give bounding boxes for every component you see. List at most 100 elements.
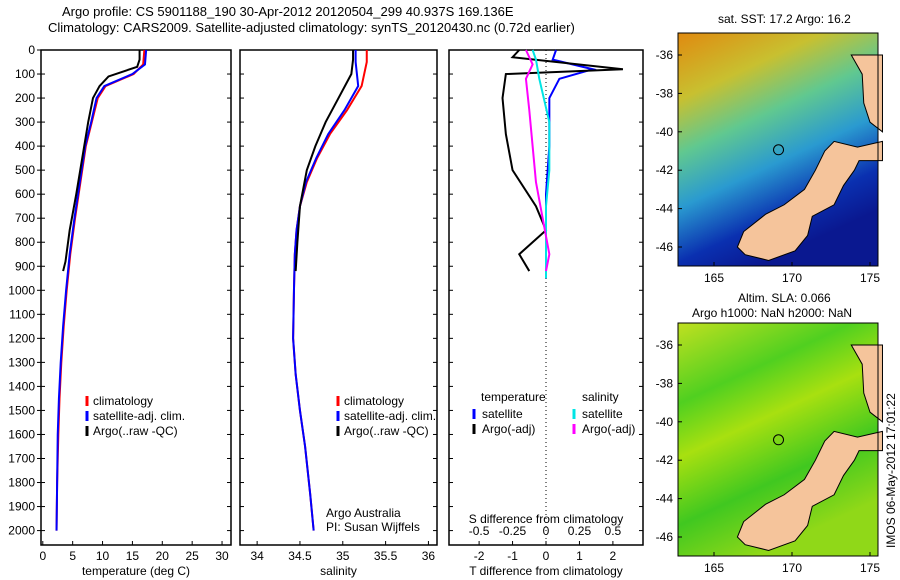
x-tick-label: 0 [543,549,550,563]
series-satellite-adj-clim- [292,50,360,531]
map-top-title: sat. SST: 17.2 Argo: 16.2 [718,12,851,26]
s-axis-label: S difference from climatology [469,512,624,526]
legend-label: satellite [482,407,523,421]
y-tick-label: 900 [15,259,35,273]
x-tick-label: 0 [39,549,46,563]
s-tick-label: -0.5 [469,524,490,538]
series-s-satellite [531,49,551,279]
x-tick-label: 5 [69,549,76,563]
title-line-2: Climatology: CARS2009. Satellite-adjuste… [48,20,575,35]
series-satellite-adj-clim- [55,49,148,531]
legend-label: satellite-adj. clim. [93,409,185,423]
y-tick-label: 400 [15,139,35,153]
land-north-island [850,54,883,133]
axes-box [239,49,438,546]
x-axis-label: T difference from climatology [469,564,623,578]
y-tick-label: 1100 [9,307,35,321]
x-tick-label: 1 [576,549,583,563]
lon-tick-label: 175 [860,561,880,575]
series-climatology [292,50,368,531]
lon-tick-label: 165 [704,271,724,285]
map-frame [677,32,879,267]
series-s-argo-adj- [524,49,551,272]
lat-tick-label: -40 [656,415,674,429]
legend-label: satellite [582,407,623,421]
map-bottom-title-1: Altim. SLA: 0.066 [738,291,831,305]
sst-map: 165 170 175 -36 -38 -40 -42 -44 -46 [656,32,883,285]
sla-map: 165 170 175 -36 -38 -40 -42 -44 -46 [656,322,883,575]
series-t-argo-adj- [501,49,624,272]
s-tick-label: -0.25 [499,524,527,538]
lat-tick-label: -38 [656,86,674,100]
s-tick-label: 0.5 [605,524,622,538]
lat-tick-label: -38 [656,376,674,390]
y-tick-label: 700 [15,211,35,225]
x-tick-label: -2 [474,549,485,563]
legend-label: Argo(-adj) [482,422,535,436]
series-t-satellite [545,49,597,279]
land-south-island [736,430,883,551]
lat-tick-label: -46 [656,240,674,254]
x-axis-label: salinity [320,564,357,578]
lon-tick-label: 165 [704,561,724,575]
lat-tick-label: -42 [656,163,674,177]
y-tick-label: 1300 [8,355,35,369]
x-tick-label: 25 [185,549,199,563]
x-tick-label: 20 [156,549,170,563]
map-frame [677,322,879,557]
y-tick-label: 1500 [8,403,35,417]
legend-label: Argo(..raw -QC) [344,424,429,438]
y-tick-label: 1600 [8,427,35,441]
y-tick-label: 1700 [8,451,35,465]
s-tick-label: 0 [543,524,550,538]
x-tick-label: 15 [126,549,140,563]
legend-title: salinity [582,390,619,404]
x-tick-label: 2 [610,549,617,563]
y-tick-label: 1400 [8,379,35,393]
imos-stamp: IMOS 06-May-2012 17:01:22 [884,393,898,548]
lat-tick-label: -44 [656,202,674,216]
y-tick-label: 1200 [8,331,35,345]
series-climatology [55,49,146,531]
y-tick-label: 600 [15,187,35,201]
lat-tick-label: -40 [656,125,674,139]
annotation: Argo Australia [326,506,401,520]
salinity-panel: 34 34.5 35 35.5 36 salinity climatologysatelli… [239,49,438,578]
legend-label: climatology [344,394,404,408]
lon-tick-label: 170 [782,271,802,285]
lat-tick-label: -36 [656,48,674,62]
y-tick-label: 500 [15,163,35,177]
x-tick-label: 35.5 [374,549,398,563]
legend-label: satellite-adj. clim. [344,409,436,423]
title-line-1: Argo profile: CS 5901188_190 30-Apr-2012… [62,4,514,19]
lat-tick-label: -42 [656,453,674,467]
x-tick-label: 10 [96,549,110,563]
legend-title: temperature [481,390,546,404]
lon-tick-label: 175 [860,271,880,285]
y-tick-label: 1900 [8,500,35,514]
x-tick-label: 35 [336,549,350,563]
y-tick-label: 0 [28,43,35,57]
argo-location-marker [773,434,785,446]
map-bottom-title-2: Argo h1000: NaN h2000: NaN [692,306,853,320]
y-tick-label: 200 [15,91,35,105]
legend-label: Argo(-adj) [582,422,635,436]
lat-tick-label: -36 [656,338,674,352]
x-tick-label: 36 [422,549,436,563]
y-tick-label: 2000 [8,524,35,538]
s-tick-label: 0.25 [568,524,592,538]
legend-label: climatology [93,394,153,408]
legend-label: Argo(..raw -QC) [93,424,178,438]
temperature-panel: 0100200300400500600700800900100011001200… [8,43,232,578]
y-tick-label: 1000 [8,283,35,297]
difference-panel: -2 -1 0 1 2T difference from climatology -0.5… [448,49,644,578]
lat-tick-label: -44 [656,492,674,506]
land-south-island [736,140,883,261]
x-tick-label: -1 [507,549,518,563]
series-argo-raw-qc- [294,50,355,272]
x-tick-label: 34 [250,549,264,563]
land-north-island [850,344,883,423]
x-axis-label: temperature (deg C) [82,564,190,578]
lat-tick-label: -46 [656,530,674,544]
